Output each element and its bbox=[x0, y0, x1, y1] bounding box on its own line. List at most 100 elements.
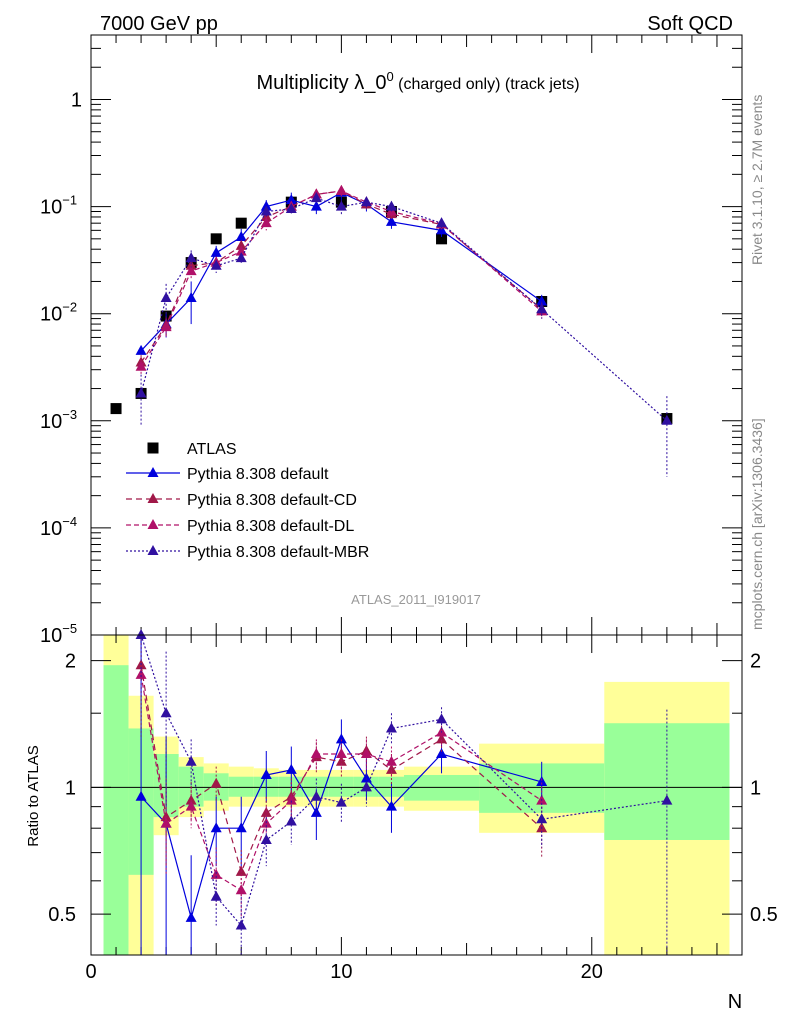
data-point bbox=[536, 295, 548, 306]
y-tick-label: 10−4 bbox=[40, 514, 77, 540]
data-point bbox=[210, 233, 222, 245]
data-point bbox=[436, 233, 448, 245]
ratio-point bbox=[185, 800, 197, 811]
watermark: ATLAS_2011_I919017 bbox=[351, 592, 481, 607]
data-point bbox=[661, 414, 673, 425]
ratio-point bbox=[385, 755, 397, 766]
data-point bbox=[135, 387, 147, 398]
series-line bbox=[140, 191, 543, 352]
y-tick-base: 1 bbox=[71, 89, 82, 111]
ratio-point bbox=[210, 822, 222, 833]
data-point bbox=[235, 252, 247, 263]
y-tick-base: 10 bbox=[40, 518, 62, 540]
ratio-ticks: 0 10 20 0.5 0.5 1 1 2 2 bbox=[48, 635, 778, 983]
data-point bbox=[335, 200, 347, 211]
ratio-point bbox=[235, 822, 247, 833]
legend-marker bbox=[147, 442, 159, 454]
series-mbr bbox=[135, 192, 673, 477]
series-data bbox=[110, 196, 673, 425]
y-tick-exponent: −2 bbox=[62, 300, 77, 315]
main-panel: 110−110−210−310−410−5 Multiplicity λ_00 … bbox=[40, 34, 743, 647]
ratio-point bbox=[210, 890, 222, 901]
chart-title-rest: (charged only) (track jets) bbox=[394, 76, 580, 93]
data-point bbox=[110, 403, 122, 415]
data-point bbox=[260, 217, 272, 228]
ratio-point bbox=[135, 790, 147, 801]
ratio-y-tick-label: 1 bbox=[65, 777, 76, 799]
ratio-point bbox=[285, 794, 297, 805]
ratio-point bbox=[210, 777, 222, 788]
y-tick-exponent: −1 bbox=[62, 193, 77, 208]
header-left: 7000 GeV pp bbox=[100, 13, 218, 35]
y-tick-base: 10 bbox=[40, 304, 62, 326]
ratio-point bbox=[285, 763, 297, 774]
ratio-panel: 0 10 20 0.5 0.5 1 1 2 2 Ratio to ATLAS N bbox=[25, 629, 778, 1013]
ratio-point bbox=[536, 813, 548, 824]
rivet-version-label: Rivet 3.1.10, ≥ 2.7M events bbox=[749, 95, 765, 265]
ratio-ylabel: Ratio to ATLAS bbox=[25, 745, 42, 846]
mcplots-label: mcplots.cern.ch [arXiv:1306.3436] bbox=[749, 418, 765, 630]
data-point bbox=[160, 321, 172, 332]
data-point bbox=[536, 303, 548, 314]
data-point bbox=[185, 292, 197, 303]
ratio-point bbox=[285, 815, 297, 826]
ratio-point bbox=[436, 713, 448, 724]
y-tick-label: 10−1 bbox=[40, 193, 77, 219]
ratio-point bbox=[385, 800, 397, 811]
x-tick-label: 20 bbox=[581, 961, 603, 983]
data-point bbox=[185, 252, 197, 263]
data-point bbox=[335, 184, 347, 195]
y-tick-base: 10 bbox=[40, 411, 62, 433]
series-line bbox=[140, 190, 543, 363]
ratio-point bbox=[260, 768, 272, 779]
ratio-y-tick-label: 2 bbox=[65, 651, 76, 673]
ratio-line bbox=[140, 634, 667, 927]
main-series bbox=[110, 184, 673, 477]
ratio-point bbox=[436, 733, 448, 744]
x-tick-label: 0 bbox=[85, 961, 96, 983]
x-axis-label: N bbox=[728, 991, 742, 1013]
data-point bbox=[160, 292, 172, 303]
header-right: Soft QCD bbox=[647, 13, 733, 35]
ratio-point bbox=[436, 748, 448, 759]
ratio-point bbox=[235, 919, 247, 930]
y-tick-exponent: −4 bbox=[62, 514, 77, 529]
band-inner bbox=[103, 665, 129, 955]
series-default bbox=[135, 186, 548, 355]
ratio-point bbox=[360, 772, 372, 783]
ratio-point bbox=[536, 775, 548, 786]
legend-marker bbox=[147, 519, 159, 529]
ratio-point bbox=[661, 794, 673, 805]
data-point bbox=[135, 360, 147, 371]
data-point bbox=[235, 231, 247, 242]
data-point bbox=[360, 196, 372, 207]
ratio-point bbox=[185, 755, 197, 766]
y-tick-label: 10−5 bbox=[40, 621, 77, 647]
legend-marker bbox=[147, 467, 159, 477]
data-point bbox=[385, 215, 397, 226]
chart-title-sup: 0 bbox=[386, 69, 393, 84]
y-tick-label: 1 bbox=[71, 89, 82, 111]
y-tick-label: 10−2 bbox=[40, 300, 77, 326]
ratio-point bbox=[335, 796, 347, 807]
main-ticks: 110−110−210−310−410−5 bbox=[40, 34, 743, 647]
ratio-point bbox=[385, 763, 397, 774]
data-point bbox=[235, 245, 247, 256]
y-tick-base: 10 bbox=[40, 197, 62, 219]
band-inner bbox=[328, 776, 354, 797]
y-tick-base: 10 bbox=[40, 625, 62, 647]
data-point bbox=[235, 239, 247, 250]
ratio-y-tick-label-right: 1 bbox=[750, 777, 761, 799]
ratio-point bbox=[360, 748, 372, 759]
ratio-point bbox=[260, 834, 272, 845]
y-tick-exponent: −5 bbox=[62, 621, 77, 636]
chart-title: Multiplicity λ_00 (charged only) (track … bbox=[256, 69, 579, 94]
data-point bbox=[285, 194, 297, 205]
ratio-point bbox=[335, 748, 347, 759]
data-point bbox=[185, 265, 197, 276]
legend-label: ATLAS bbox=[187, 441, 237, 458]
ratio-point bbox=[135, 629, 147, 639]
ratio-y-tick-label: 0.5 bbox=[48, 904, 76, 926]
ratio-point bbox=[310, 790, 322, 801]
